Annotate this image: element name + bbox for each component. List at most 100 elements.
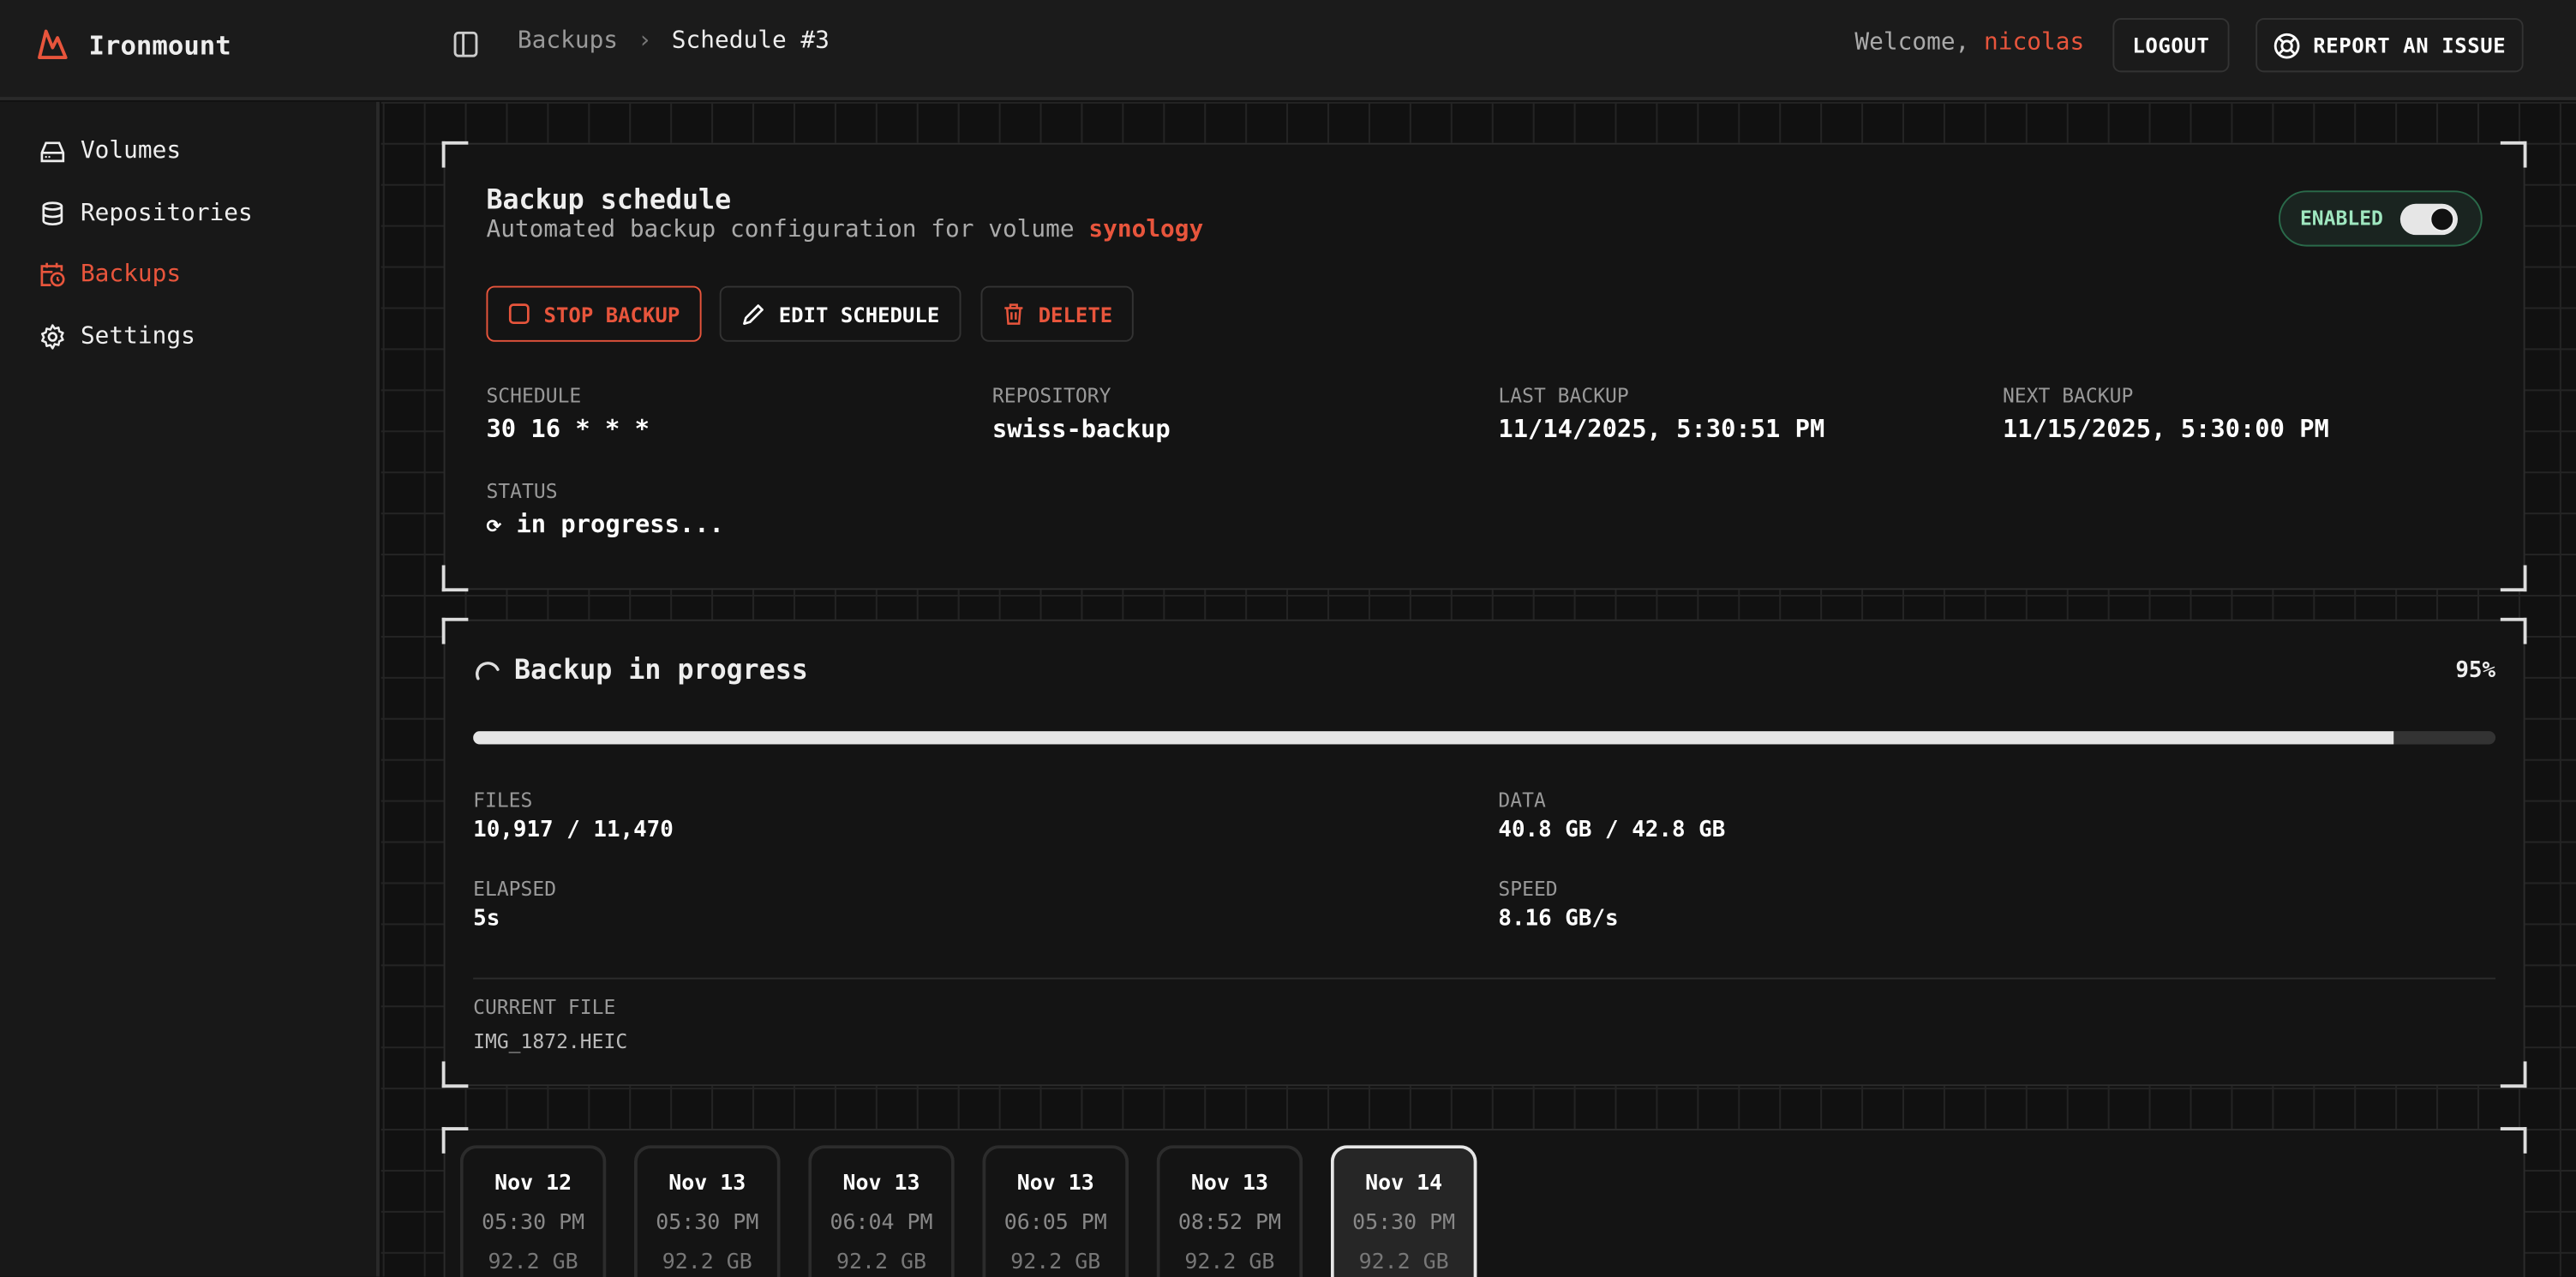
volume-name[interactable]: synology [1088,217,1204,243]
snapshot-time: 06:05 PM [1003,1210,1107,1236]
speed-value: 8.16 GB/s [1498,905,1619,932]
enabled-label: ENABLED [2299,207,2383,231]
progress-bar [473,731,2496,745]
delete-button[interactable]: DELETE [980,285,1135,342]
hard-drive-icon [40,141,65,163]
stop-label: STOP BACKUP [543,301,680,327]
calendar-clock-icon [40,262,65,287]
sidebar-item-label: Volumes [80,138,182,165]
last-backup-value: 11/14/2025, 5:30:51 PM [1498,414,1825,444]
files-value: 10,917 / 11,470 [473,816,674,843]
snapshot-date: Nov 14 [1365,1171,1443,1196]
edit-label: EDIT SCHEDULE [778,301,940,327]
next-backup-value: 11/15/2025, 5:30:00 PM [2002,414,2329,444]
current-file-value: IMG_1872.HEIC [473,1030,628,1053]
snapshot-size: 92.2 GB [488,1250,578,1275]
toggle-switch[interactable] [2399,202,2458,235]
delete-label: DELETE [1038,301,1113,327]
status-label: STATUS [486,479,558,503]
mountain-logo-icon [38,29,68,60]
divider [473,977,2496,980]
life-buoy-icon [2273,32,2300,58]
snapshot-time: 05:30 PM [656,1210,759,1236]
snapshots-card: Nov 12 05:30 PM 92.2 GB Nov 13 05:30 PM 92.2 … [441,1127,2527,1277]
data-value: 40.8 GB / 42.8 GB [1498,816,1726,843]
progress-title: Backup in progress [514,654,808,686]
logout-label: LOGOUT [2132,33,2210,58]
welcome-label: Welcome, [1854,29,1970,57]
elapsed-label: ELAPSED [473,877,557,901]
sidebar-item-label: Settings [80,323,195,351]
breadcrumb-backups[interactable]: Backups [517,27,619,55]
sidebar-item-settings[interactable]: Settings [39,323,195,351]
snapshot-size: 92.2 GB [836,1250,927,1275]
snapshot-size: 92.2 GB [1184,1250,1275,1275]
database-icon [42,201,63,226]
last-backup-label: LAST BACKUP [1498,384,1629,408]
snapshot-size: 92.2 GB [662,1250,752,1275]
schedule-label: SCHEDULE [486,384,582,408]
snapshot-time: 06:04 PM [830,1210,933,1236]
status-value: ⟳ in progress... [486,509,723,539]
repository-value[interactable]: swiss-backup [991,414,1171,444]
app-logo[interactable]: Ironmount [36,28,231,61]
speed-label: SPEED [1498,877,1558,901]
next-backup-label: NEXT BACKUP [2002,384,2134,408]
snapshot-size: 92.2 GB [1010,1250,1101,1275]
snapshot-card[interactable]: Nov 14 05:30 PM 92.2 GB [1330,1145,1477,1277]
pencil-icon [743,303,764,325]
progress-percent: 95% [2455,656,2496,684]
enabled-toggle[interactable]: ENABLED [2279,190,2483,247]
snapshot-time: 08:52 PM [1177,1210,1281,1236]
stop-backup-button[interactable]: STOP BACKUP [486,285,702,342]
subtitle-text: Automated backup configuration for volum… [486,217,1075,243]
files-label: FILES [473,788,533,812]
sidebar-item-backups[interactable]: Backups [39,261,182,288]
breadcrumb: Backups › Schedule #3 [518,28,830,55]
logout-button[interactable]: LOGOUT [2112,18,2230,73]
sidebar-item-volumes[interactable]: Volumes [39,138,181,165]
snapshot-card[interactable]: Nov 12 05:30 PM 92.2 GB [459,1145,607,1277]
current-file-label: CURRENT FILE [473,995,616,1019]
snapshot-card[interactable]: Nov 13 06:05 PM 92.2 GB [982,1145,1129,1277]
snapshot-card[interactable]: Nov 13 08:52 PM 92.2 GB [1156,1145,1303,1277]
gear-icon [41,324,64,350]
snapshot-date: Nov 12 [494,1171,572,1196]
sidebar-item-label: Backups [80,261,182,288]
spinner-icon [476,662,500,680]
elapsed-value: 5s [473,905,500,932]
snapshot-date: Nov 13 [842,1171,920,1196]
breadcrumb-current: Schedule #3 [671,27,830,55]
sidebar-item-repositories[interactable]: Repositories [39,201,253,227]
sidebar: Volumes Repositories Backups Settings [0,101,380,1277]
schedule-title: Backup schedule [486,183,732,216]
username: nicolas [1984,29,2085,57]
progress-card: Backup in progress 95% FILES 10,917 / 11… [441,617,2527,1088]
snapshot-time: 05:30 PM [1352,1210,1456,1236]
main-content: Backup schedule Automated backup configu… [380,101,2576,1277]
snapshot-date: Nov 13 [668,1171,746,1196]
schedule-value: 30 16 * * * [486,414,650,444]
snapshot-date: Nov 13 [1190,1171,1268,1196]
progress-bar-fill [473,731,2395,745]
refresh-icon: ⟳ [486,515,502,537]
edit-schedule-button[interactable]: EDIT SCHEDULE [719,285,962,342]
report-issue-button[interactable]: REPORT AN ISSUE [2255,18,2525,73]
trash-icon [1004,303,1023,325]
square-stop-icon [508,303,530,325]
sidebar-item-label: Repositories [80,200,253,227]
repository-label: REPOSITORY [991,384,1111,408]
snapshot-card[interactable]: Nov 13 05:30 PM 92.2 GB [634,1145,781,1277]
welcome-text: Welcome, nicolas [1854,30,2084,57]
chevron-right-icon: › [638,27,652,55]
snapshot-time: 05:30 PM [482,1210,585,1236]
snapshot-card[interactable]: Nov 13 06:04 PM 92.2 GB [808,1145,955,1277]
sidebar-toggle-icon[interactable] [453,31,478,57]
data-label: DATA [1498,788,1546,812]
status-text: in progress... [516,509,724,539]
app-name: Ironmount [88,28,231,60]
snapshot-size: 92.2 GB [1358,1250,1449,1275]
report-issue-label: REPORT AN ISSUE [2313,33,2507,58]
top-bar: Ironmount Backups › Schedule #3 Welcome,… [0,0,2576,100]
snapshot-date: Nov 13 [1016,1171,1094,1196]
